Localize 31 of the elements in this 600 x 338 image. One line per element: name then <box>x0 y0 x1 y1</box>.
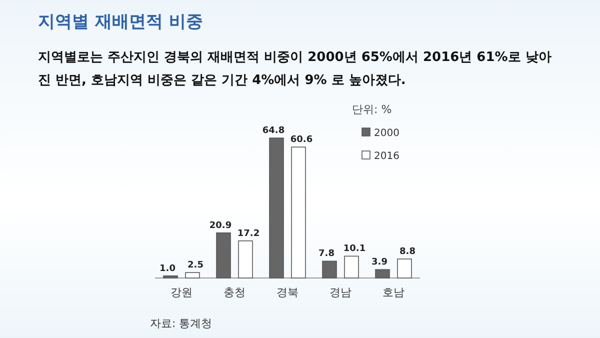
data-label: 17.2 <box>237 228 260 239</box>
text: 단위: % <box>352 102 392 117</box>
x-tick-label: 충청 <box>224 286 246 299</box>
data-label: 7.8 <box>318 249 334 260</box>
text: 자료: 통계청 <box>150 316 212 331</box>
bar <box>216 232 231 278</box>
bar <box>163 275 178 278</box>
data-label: 10.1 <box>343 244 366 254</box>
data-label: 1.0 <box>160 264 176 274</box>
legend-label: 2000 <box>374 128 400 139</box>
bar <box>375 269 390 278</box>
data-label: 3.9 <box>372 258 388 268</box>
x-tick-label: 경북 <box>276 286 298 299</box>
chart-title: 지역별 재배면적 비중 <box>38 11 203 33</box>
x-tick-label: 호남 <box>382 286 404 299</box>
bar <box>269 138 284 278</box>
data-label: 60.6 <box>290 135 313 146</box>
legend-label: 2016 <box>374 151 400 162</box>
bar <box>185 272 200 278</box>
data-label: 2.5 <box>188 260 204 271</box>
x-tick-label: 경남 <box>330 286 352 299</box>
x-tick-label: 강원 <box>170 286 192 299</box>
data-label: 8.8 <box>400 246 416 257</box>
data-label: 20.9 <box>209 220 232 231</box>
bar <box>322 260 337 278</box>
chart-subtitle: 지역별로는 주산지인 경북의 재배면적 비중이 2000년 65%에서 2016년 61%로 낮아진 반면, 호남지역 비중은 같은 기간 4%에서 9% 로 높아졌다. <box>38 49 552 90</box>
bar <box>397 258 412 278</box>
bar <box>291 146 306 278</box>
bar <box>238 240 253 278</box>
bar <box>344 256 359 278</box>
data-label: 64.8 <box>262 126 285 136</box>
